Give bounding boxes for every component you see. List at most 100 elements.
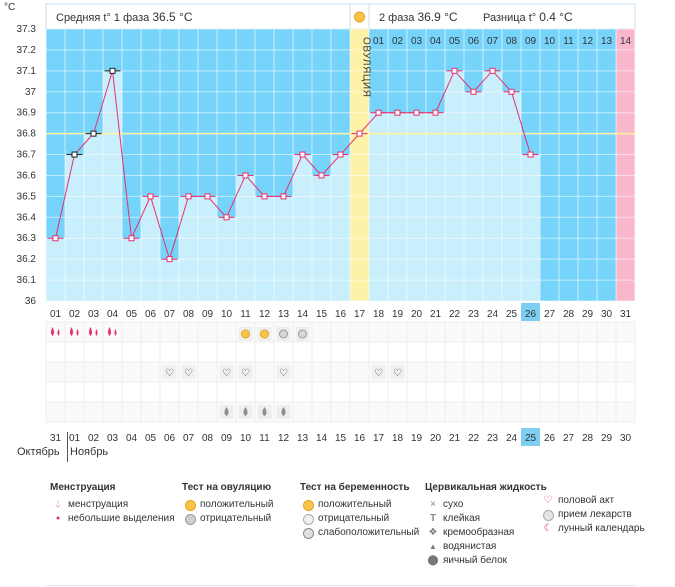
calendar-date-label: 31 [50,433,62,444]
y-tick-label: 37.3 [17,24,37,35]
x-tick-label: 01 [50,309,62,320]
phase2-day-label: 04 [430,36,442,47]
x-tick-label: 10 [221,309,233,320]
legend-cervical-title: Цервикальная жидкость [425,482,547,493]
legend-item: ♡ половой акт [540,494,645,508]
legend-ovulation-test-title: Тест на овуляцию [182,482,272,493]
symptom-row [46,342,635,362]
temperature-bar [521,154,540,301]
calendar-date-label: 19 [411,433,423,444]
x-tick-label: 17 [354,309,366,320]
phase2-label: 2 фаза 36.9 °C [379,10,458,24]
legend-item-label: слабоположительный [318,527,420,538]
x-tick-label: 28 [563,309,575,320]
temperature-bar [274,196,293,301]
sticky-icon: T [429,513,437,524]
heart-bg [162,365,177,379]
temperature-point [413,109,420,116]
menstruation-drop-icon [89,327,92,336]
legend-item-label: кремообразная [443,527,515,538]
y-tick-label: 36.3 [17,233,37,244]
temperature-point [109,67,116,74]
legend-menstruation-title: Менструация [50,482,116,493]
temperature-bar [46,238,65,301]
dry-icon: × [430,499,436,510]
ovulation-negative-icon [279,329,288,339]
legend-ovulation-test: Тест на овуляцию положительный отрицател… [182,482,273,526]
legend-item-label: половой акт [558,495,615,506]
y-tick-label: 36.6 [17,170,37,181]
watery-drop-icon [262,407,267,416]
bbt-chart: Средняя t° 1 фаза 36.5 °C 2 фаза 36.9 °C Р… [4,2,636,446]
calendar-date-label: 23 [487,433,499,444]
legend-item-label: менструация [68,499,129,510]
legend-item: 💧︎ менструация [50,498,175,512]
x-tick-label: 25 [506,309,518,320]
legend-item-label: прием лекарств [558,509,632,520]
temperature-point [489,67,496,74]
calendar-date-label: 18 [392,433,404,444]
temperature-point [71,151,78,158]
y-tick-label: 36.5 [17,191,37,202]
x-tick-label: 23 [468,309,480,320]
phase2-day-label: 01 [373,36,385,47]
legend-item-label: небольшие выделения [68,513,175,524]
legend-pregnancy-test-title: Тест на беременность [300,482,410,493]
y-tick-label: 37 [25,87,37,98]
temperature-point [356,130,363,137]
symptom-row [46,382,635,402]
legend-item-label: водянистая [443,541,497,552]
legend-item: ▲ водянистая [425,540,547,554]
calendar-date-label: 11 [259,433,270,444]
y-tick-label: 37.1 [17,66,37,77]
legend-item: ❖ кремообразная [425,526,547,540]
legend-item: ● небольшие выделения [50,512,175,526]
calendar-date-label: 13 [297,433,309,444]
temperature-point [223,214,230,221]
phase2-day-label: 05 [449,36,461,47]
x-tick-label: 18 [373,309,385,320]
temperature-point [242,172,249,179]
ovulation-positive-icon [241,329,250,339]
y-tick-label: 36.4 [17,212,37,223]
heart-icon: ♡ [222,368,231,379]
phase2-day-label: 11 [563,36,574,47]
temperature-point [128,235,135,242]
ovulation-positive-icon [184,498,196,516]
calendar-date-label: 04 [126,433,138,444]
watery-drop-icon [224,407,229,416]
temperature-point [508,88,515,95]
calendar-date-label: 22 [468,433,480,444]
spotting-drop-icon: ● [55,515,61,522]
legend-pregnancy-test: Тест на беременность положительный отриц… [300,482,419,540]
y-tick-label: 36 [25,296,37,307]
x-tick-label: 16 [335,309,347,320]
phase2-day-label: 06 [468,36,480,47]
x-tick-label: 06 [145,309,157,320]
phase2-value: 36.9 °C [417,10,457,24]
legend-item: отрицательный [182,512,273,526]
temperature-bar [426,112,445,301]
x-tick-label: 31 [620,309,632,320]
ovulation-negative-icon [184,512,196,530]
y-tick-label: 36.2 [17,254,37,265]
heart-icon: ♡ [279,368,288,379]
temperature-bar [179,196,198,301]
legend-item: слабоположительный [300,526,419,540]
temperature-bar [103,70,122,301]
legend-item-label: положительный [318,499,392,510]
menstruation-drop-icon [70,327,73,336]
day-31-band [616,29,635,301]
x-tick-label: 21 [430,309,442,320]
calendar-date-label: 09 [221,433,233,444]
legend-item: прием лекарств [540,508,645,522]
phase2-day-label: 10 [544,36,556,47]
heart-icon: ♡ [374,368,383,379]
pill-icon [542,508,554,526]
x-tick-label: 02 [69,309,81,320]
phase2-day-label: 02 [392,36,404,47]
calendar-date-label: 21 [449,433,461,444]
heart-bg [238,365,253,379]
heart-bg [371,365,386,379]
creamy-icon: ❖ [428,527,438,538]
